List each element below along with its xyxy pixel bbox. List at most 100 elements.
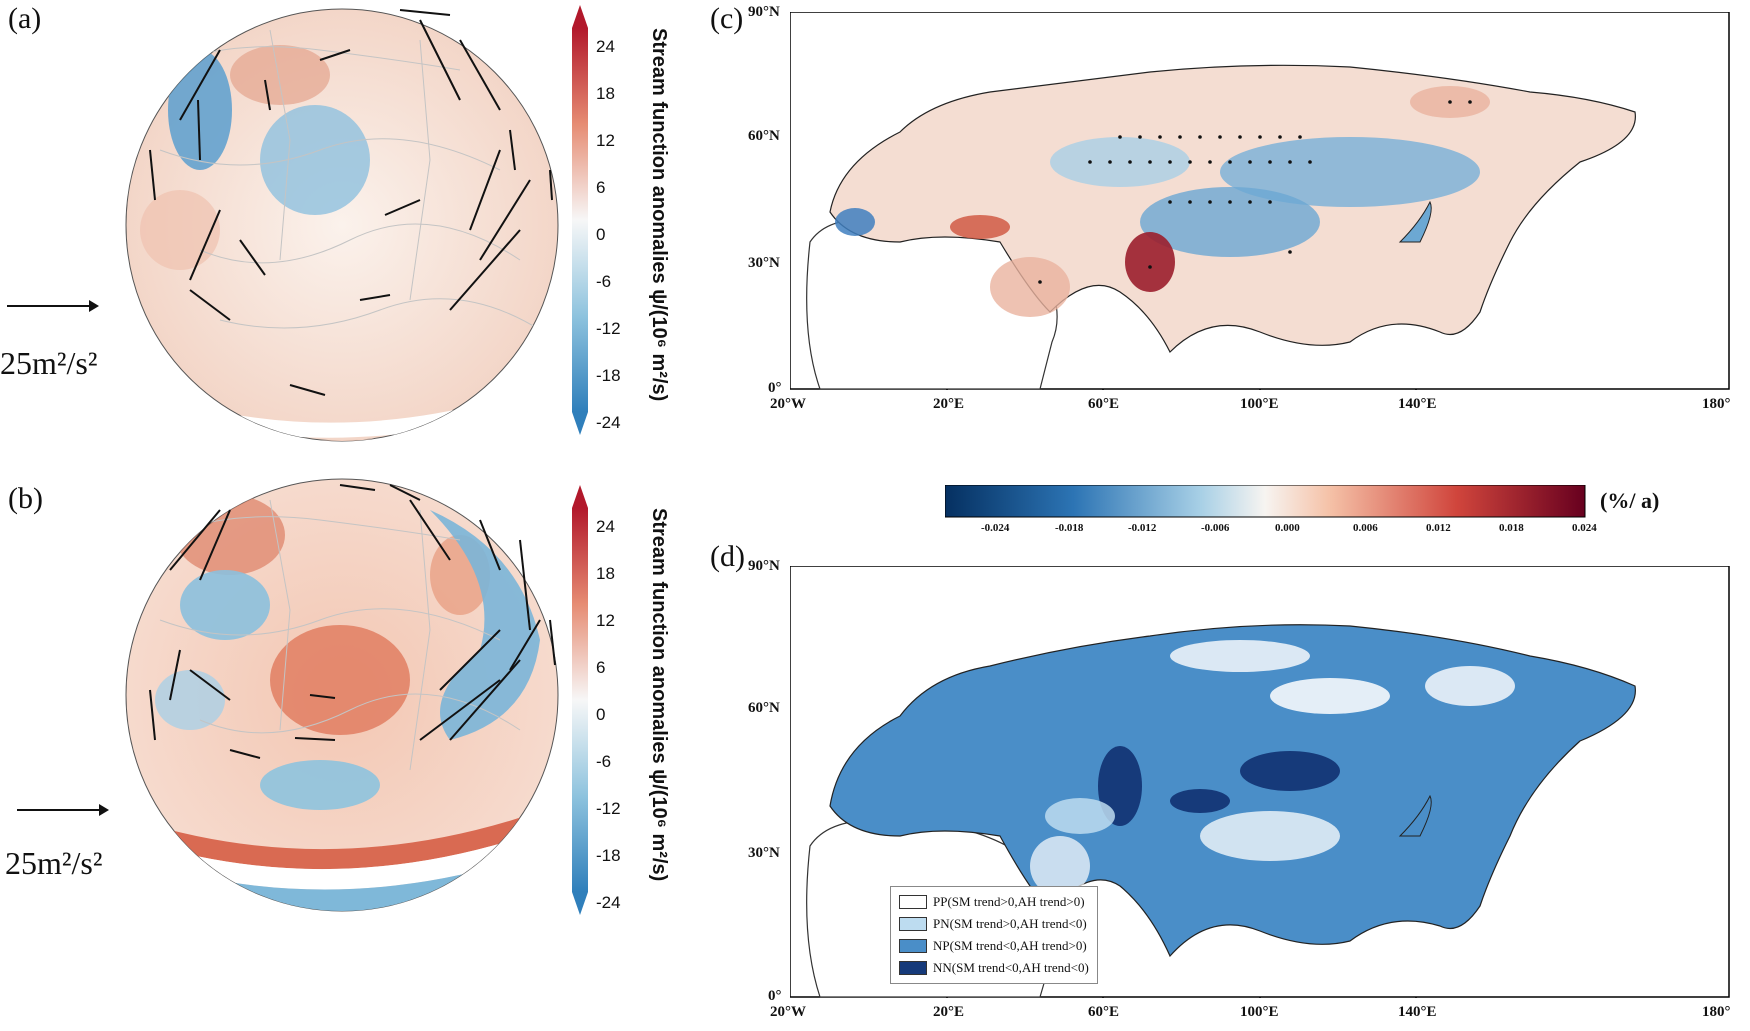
low-anomaly bbox=[260, 760, 380, 810]
arrow-scale-b bbox=[17, 804, 109, 816]
map-c bbox=[790, 12, 1730, 390]
pp-region bbox=[1030, 836, 1090, 896]
tick: 18 bbox=[596, 564, 615, 583]
tick: -0.012 bbox=[1128, 522, 1157, 534]
legend-swatch bbox=[899, 939, 927, 953]
pp-region bbox=[1425, 666, 1515, 706]
tick: -0.018 bbox=[1055, 522, 1084, 534]
lon-tick: 20°E bbox=[933, 396, 965, 412]
panel-c-label: (c) bbox=[710, 2, 744, 35]
legend-swatch bbox=[899, 961, 927, 975]
arrow-scale-label-a: 25m²/s² bbox=[0, 345, 98, 381]
trend-unit: (%/ a) bbox=[1600, 488, 1660, 513]
tick: 0.018 bbox=[1499, 522, 1524, 534]
nn-region bbox=[1170, 789, 1230, 813]
lat-tick: 30°N bbox=[748, 255, 780, 271]
low-anomaly bbox=[260, 105, 370, 215]
japan-outline bbox=[1398, 794, 1432, 837]
lon-tick: 100°E bbox=[1240, 1004, 1279, 1020]
pp-region bbox=[1270, 678, 1390, 714]
legend-item-pp: PP(SM trend>0,AH trend>0) bbox=[899, 891, 1089, 913]
tick: 24 bbox=[596, 37, 615, 56]
globe-b bbox=[125, 478, 559, 912]
lat-tick: 0° bbox=[768, 380, 782, 396]
lat-tick: 90°N bbox=[748, 4, 780, 20]
panel-b-label: (b) bbox=[8, 482, 43, 515]
lon-tick: 20°W bbox=[770, 396, 806, 412]
stream-colorbar-title-b: Stream function anomalies ψ/(10⁶ m²/s) bbox=[648, 508, 670, 882]
tick: -0.024 bbox=[981, 522, 1010, 534]
wind-vectors bbox=[149, 484, 556, 759]
tick: -24 bbox=[596, 413, 621, 432]
legend-label: NP(SM trend<0,AH trend>0) bbox=[933, 938, 1087, 953]
low-anomaly bbox=[168, 50, 232, 170]
pp-region bbox=[1200, 811, 1340, 861]
trend-colorbar bbox=[945, 485, 1586, 518]
legend-swatch bbox=[899, 917, 927, 931]
tick: 0 bbox=[596, 225, 606, 244]
lon-tick: 20°W bbox=[770, 1004, 806, 1020]
japan-outline bbox=[1398, 200, 1432, 243]
low-anomaly bbox=[155, 670, 225, 730]
tick: 12 bbox=[596, 131, 615, 150]
stream-colorbar-b bbox=[572, 485, 588, 915]
lon-tick: 140°E bbox=[1398, 1004, 1437, 1020]
pp-region bbox=[1170, 640, 1310, 672]
equator-gap bbox=[126, 820, 558, 890]
lon-tick: 180° bbox=[1702, 396, 1731, 412]
legend-label: PP(SM trend>0,AH trend>0) bbox=[933, 894, 1085, 909]
tick: 0.000 bbox=[1275, 522, 1300, 534]
tick: 18 bbox=[596, 84, 615, 103]
negative-trend bbox=[835, 208, 875, 236]
negative-trend bbox=[1140, 187, 1320, 257]
stream-colorbar-ticks-b: 24 18 12 6 0 -6 -12 -18 -24 bbox=[596, 517, 636, 917]
lon-tick: 60°E bbox=[1088, 1004, 1120, 1020]
nn-region bbox=[1240, 751, 1340, 791]
legend-d: PP(SM trend>0,AH trend>0) PN(SM trend>0,… bbox=[890, 886, 1098, 984]
tick: -6 bbox=[596, 752, 612, 771]
trend-colorbar-ticks: -0.024 -0.018 -0.012 -0.006 0.000 0.006 … bbox=[945, 522, 1597, 538]
legend-swatch bbox=[899, 895, 927, 909]
tick: 0 bbox=[596, 705, 606, 724]
lat-tick: 60°N bbox=[748, 128, 780, 144]
positive-trend bbox=[990, 257, 1070, 317]
tick: 6 bbox=[596, 178, 606, 197]
lon-tick: 60°E bbox=[1088, 396, 1120, 412]
tick: 0.012 bbox=[1426, 522, 1451, 534]
lat-tick: 60°N bbox=[748, 700, 780, 716]
lat-tick: 90°N bbox=[748, 558, 780, 574]
tick: -6 bbox=[596, 272, 612, 291]
coastlines bbox=[159, 499, 521, 771]
significance-dots bbox=[1038, 100, 1472, 284]
lon-tick: 100°E bbox=[1240, 396, 1279, 412]
legend-item-nn: NN(SM trend<0,AH trend<0) bbox=[899, 957, 1089, 979]
wind-vectors bbox=[149, 9, 553, 396]
globe-a bbox=[125, 8, 559, 442]
lat-tick: 0° bbox=[768, 988, 782, 1004]
tick: -24 bbox=[596, 893, 621, 912]
tick: 6 bbox=[596, 658, 606, 677]
legend-label: PN(SM trend>0,AH trend<0) bbox=[933, 916, 1087, 931]
legend-item-pn: PN(SM trend>0,AH trend<0) bbox=[899, 913, 1089, 935]
lon-tick: 140°E bbox=[1398, 396, 1437, 412]
high-anomaly bbox=[230, 45, 330, 105]
tick: 12 bbox=[596, 611, 615, 630]
panel-d-label: (d) bbox=[710, 540, 745, 573]
high-anomaly bbox=[140, 190, 220, 270]
arrow-scale-label-b: 25m²/s² bbox=[5, 845, 103, 881]
pn-region bbox=[1045, 798, 1115, 834]
stream-colorbar-title-a: Stream function anomalies ψ/(10⁶ m²/s) bbox=[648, 28, 670, 402]
panel-a-label: (a) bbox=[8, 2, 42, 35]
high-anomaly bbox=[270, 625, 410, 735]
low-anomaly bbox=[430, 510, 540, 740]
lon-tick: 20°E bbox=[933, 1004, 965, 1020]
tick: -12 bbox=[596, 799, 621, 818]
legend-item-np: NP(SM trend<0,AH trend>0) bbox=[899, 935, 1089, 957]
lon-tick: 180° bbox=[1702, 1004, 1731, 1020]
map-d bbox=[790, 566, 1730, 998]
low-anomaly bbox=[180, 570, 270, 640]
tick: -18 bbox=[596, 366, 621, 385]
positive-trend bbox=[950, 215, 1010, 239]
lat-tick: 30°N bbox=[748, 845, 780, 861]
tick: -0.006 bbox=[1201, 522, 1230, 534]
